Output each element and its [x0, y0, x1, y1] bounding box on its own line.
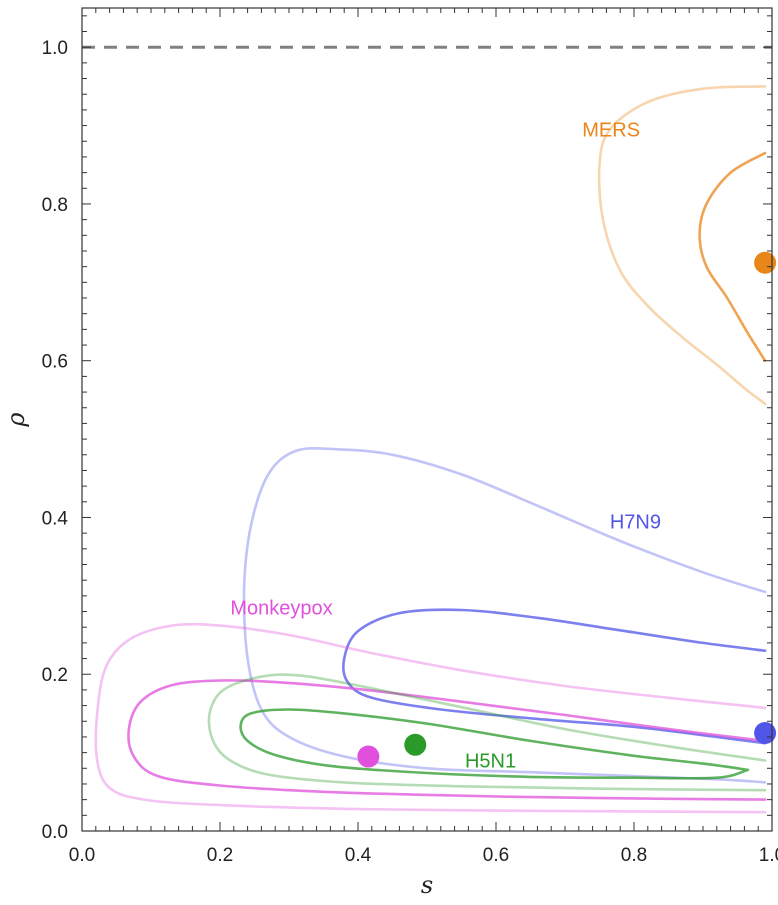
y-tick-label: 1.0 — [42, 38, 68, 59]
h7n9-label: H7N9 — [610, 511, 661, 533]
x-tick-label: 0.0 — [69, 845, 95, 866]
y-tick-label: 0.8 — [42, 195, 68, 216]
x-tick-label: 0.6 — [483, 845, 509, 866]
h5n1-contour-outer — [207, 673, 767, 792]
mers-label: MERS — [582, 119, 640, 141]
mers-point — [754, 251, 777, 274]
y-tick-label: 0.0 — [42, 822, 68, 843]
h7n9-contour-outer — [242, 446, 767, 784]
y-tick-label: 0.4 — [42, 508, 69, 529]
h7n9-contour-inner — [342, 608, 767, 745]
x-tick-label: 1.0 — [759, 845, 778, 866]
monkeypox-label: Monkeypox — [230, 598, 332, 620]
data-points-layer — [357, 251, 777, 768]
mers-contour-inner — [698, 151, 767, 362]
monkeypox-point — [357, 745, 380, 768]
series-labels-layer: MERS H7N9 Monkeypox H5N1 — [230, 119, 661, 772]
x-tick-label: 0.4 — [345, 845, 372, 866]
h7n9-point — [754, 722, 777, 745]
mers-contour-outer — [597, 85, 767, 406]
x-axis-label: s — [421, 871, 433, 899]
monkeypox-contour-outer — [94, 622, 767, 814]
y-tick-label: 0.2 — [42, 665, 68, 686]
axis-ticks-layer: 0.0 0.2 0.4 0.6 0.8 1.0 0.0 0.2 0.4 0.6 0.8 1.0 — [42, 8, 778, 866]
h5n1-label: H5N1 — [465, 750, 516, 772]
h5n1-contour-inner — [239, 708, 750, 780]
y-axis-label: ρ — [2, 412, 30, 427]
contour-lines-layer — [94, 85, 767, 814]
x-tick-label: 0.2 — [207, 845, 233, 866]
y-tick-label: 0.6 — [42, 352, 68, 373]
h5n1-point — [404, 733, 427, 756]
x-tick-label: 0.8 — [621, 845, 647, 866]
monkeypox-contour-inner — [127, 679, 767, 801]
